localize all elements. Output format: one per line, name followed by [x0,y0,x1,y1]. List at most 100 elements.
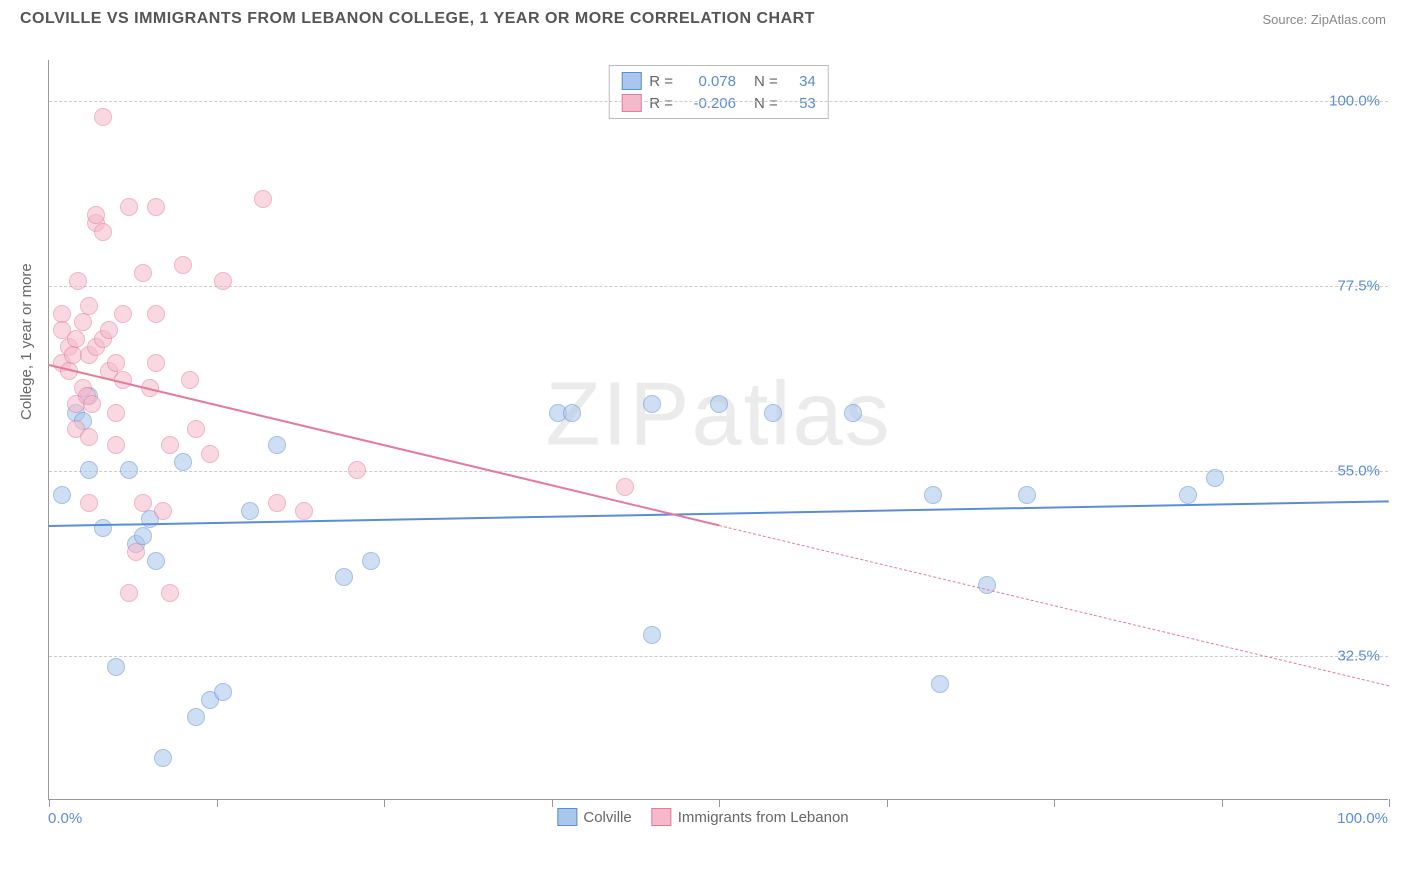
data-point [563,404,581,422]
data-point [710,395,728,413]
legend-swatch [621,72,641,90]
data-point [127,543,145,561]
data-point [80,461,98,479]
legend-correlation: R = 0.078 N = 34 R = -0.206 N = 53 [608,65,829,119]
legend-n-label: N = [754,95,778,112]
data-point [254,190,272,208]
legend-series: Colville Immigrants from Lebanon [557,808,848,826]
legend-r-value: 0.078 [681,73,736,90]
data-point [67,330,85,348]
data-point [134,264,152,282]
legend-row: R = -0.206 N = 53 [621,92,816,114]
data-point [1018,486,1036,504]
data-point [134,527,152,545]
y-tick-label: 32.5% [1337,648,1380,665]
x-tick [1389,799,1390,807]
data-point [107,354,125,372]
data-point [147,305,165,323]
data-point [94,519,112,537]
legend-n-value: 34 [786,73,816,90]
data-point [616,478,634,496]
x-tick [217,799,218,807]
data-point [214,683,232,701]
data-point [80,297,98,315]
data-point [643,395,661,413]
data-point [94,108,112,126]
data-point [147,354,165,372]
x-axis-min-label: 0.0% [48,810,82,827]
x-tick [384,799,385,807]
legend-series-label: Colville [583,809,631,826]
data-point [74,313,92,331]
data-point [187,420,205,438]
legend-n-label: N = [754,73,778,90]
grid-line [49,656,1388,657]
trend-line [719,525,1389,686]
scatter-chart: ZIPatlas R = 0.078 N = 34 R = -0.206 N = 53 32.… [48,60,1388,800]
data-point [174,453,192,471]
data-point [154,749,172,767]
legend-r-label: R = [649,73,673,90]
data-point [268,494,286,512]
data-point [643,626,661,644]
data-point [161,584,179,602]
data-point [80,494,98,512]
legend-r-value: -0.206 [681,95,736,112]
data-point [147,552,165,570]
legend-swatch [621,94,641,112]
data-point [107,658,125,676]
legend-row: R = 0.078 N = 34 [621,70,816,92]
data-point [100,321,118,339]
data-point [214,272,232,290]
data-point [844,404,862,422]
legend-swatch [557,808,577,826]
x-tick [1054,799,1055,807]
x-tick [552,799,553,807]
data-point [174,256,192,274]
data-point [295,502,313,520]
data-point [268,436,286,454]
data-point [1179,486,1197,504]
y-tick-label: 77.5% [1337,278,1380,295]
x-tick [887,799,888,807]
watermark: ZIPatlas [545,363,891,466]
data-point [134,494,152,512]
data-point [120,198,138,216]
legend-n-value: 53 [786,95,816,112]
y-axis-label: College, 1 year or more [18,263,35,420]
data-point [362,552,380,570]
x-axis-max-label: 100.0% [1337,810,1388,827]
data-point [69,272,87,290]
legend-series-label: Immigrants from Lebanon [678,809,849,826]
data-point [147,198,165,216]
source-label: Source: ZipAtlas.com [1262,12,1386,27]
data-point [53,486,71,504]
data-point [335,568,353,586]
chart-title: COLVILLE VS IMMIGRANTS FROM LEBANON COLL… [20,10,815,28]
legend-swatch [652,808,672,826]
data-point [80,428,98,446]
data-point [114,305,132,323]
data-point [94,223,112,241]
data-point [53,305,71,323]
x-tick [49,799,50,807]
data-point [241,502,259,520]
y-tick-label: 100.0% [1329,93,1380,110]
grid-line [49,101,1388,102]
data-point [931,675,949,693]
data-point [154,502,172,520]
legend-r-label: R = [649,95,673,112]
data-point [181,371,199,389]
data-point [120,461,138,479]
x-tick [1222,799,1223,807]
data-point [161,436,179,454]
grid-line [49,471,1388,472]
data-point [764,404,782,422]
data-point [1206,469,1224,487]
data-point [107,404,125,422]
legend-item: Immigrants from Lebanon [652,808,849,826]
data-point [120,584,138,602]
data-point [83,395,101,413]
data-point [187,708,205,726]
data-point [107,436,125,454]
